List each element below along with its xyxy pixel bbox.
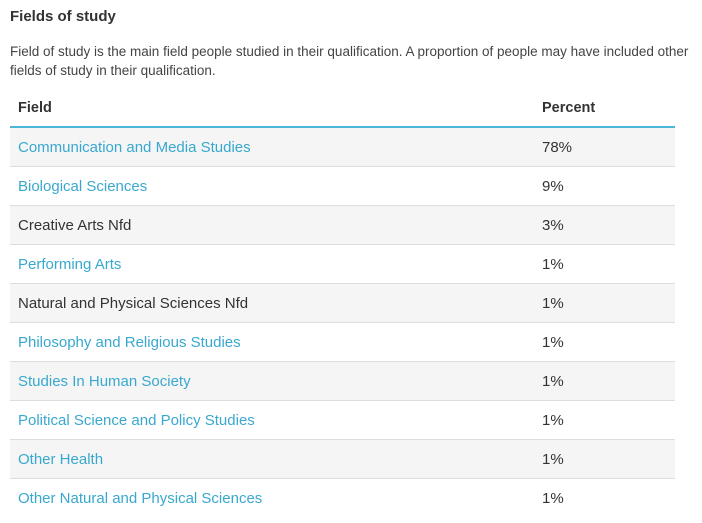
percent-cell: 1%	[534, 361, 675, 401]
table-row: Other Health 1%	[10, 439, 675, 479]
field-cell: Creative Arts Nfd	[10, 205, 534, 245]
percent-cell: 1%	[534, 400, 675, 440]
percent-cell: 1%	[542, 489, 564, 507]
percent-cell: 78%	[534, 127, 675, 167]
table-row: Biological Sciences 9%	[10, 166, 675, 206]
table-row: Philosophy and Religious Studies 1%	[10, 322, 675, 362]
percent-cell: 1%	[534, 244, 675, 284]
field-cell: Other Natural and Physical Sciences	[10, 479, 534, 518]
header-row: Field Percent	[10, 89, 675, 128]
percent-cell: 1%	[534, 322, 675, 362]
field-link[interactable]: Political Science and Policy Studies	[18, 411, 255, 429]
table-row: Studies In Human Society 1%	[10, 361, 675, 401]
percent-cell: 1%	[534, 439, 675, 479]
table-row: Communication and Media Studies 78%	[10, 127, 675, 167]
table-row: Natural and Physical Sciences Nfd 1%	[10, 283, 675, 323]
header-percent: Percent	[534, 89, 675, 128]
header-field: Field	[10, 89, 534, 128]
field-cell: Philosophy and Religious Studies	[10, 322, 534, 362]
field-cell: Natural and Physical Sciences Nfd	[10, 283, 534, 323]
field-cell: Other Health	[10, 439, 534, 479]
field-link[interactable]: Other Health	[18, 450, 104, 468]
field-cell: Biological Sciences	[10, 166, 534, 206]
table-row: Other Natural and Physical Sciences 1%	[10, 479, 675, 518]
field-link[interactable]: Communication and Media Studies	[18, 138, 251, 156]
field-cell: Studies In Human Society	[10, 361, 534, 401]
percent-cell: 1%	[534, 283, 675, 323]
table-body: Communication and Media Studies 78% Biolog…	[10, 127, 675, 517]
field-link[interactable]: Performing Arts	[18, 255, 122, 273]
table-row: Creative Arts Nfd 3%	[10, 205, 675, 245]
field-cell: Performing Arts	[10, 244, 534, 284]
section-description: Field of study is the main field people …	[10, 44, 689, 78]
percent-cell: 3%	[534, 205, 675, 245]
percent-cell: 9%	[534, 166, 675, 206]
field-link[interactable]: Biological Sciences	[18, 177, 148, 195]
field-link[interactable]: Philosophy and Religious Studies	[18, 333, 241, 351]
field-link[interactable]: Other Natural and Physical Sciences	[18, 489, 263, 507]
fields-table: Field Percent Communication and Media St…	[10, 89, 675, 517]
table-row: Performing Arts 1%	[10, 244, 675, 284]
field-cell: Political Science and Policy Studies	[10, 400, 534, 440]
field-cell: Communication and Media Studies	[10, 127, 534, 167]
table-header: Field Percent	[10, 89, 675, 128]
table-row: Political Science and Policy Studies 1%	[10, 400, 675, 440]
field-label: Natural and Physical Sciences Nfd	[18, 294, 249, 312]
field-link[interactable]: Studies In Human Society	[18, 372, 191, 390]
field-label: Creative Arts Nfd	[18, 216, 132, 234]
section-title: Fields of study	[10, 8, 116, 25]
